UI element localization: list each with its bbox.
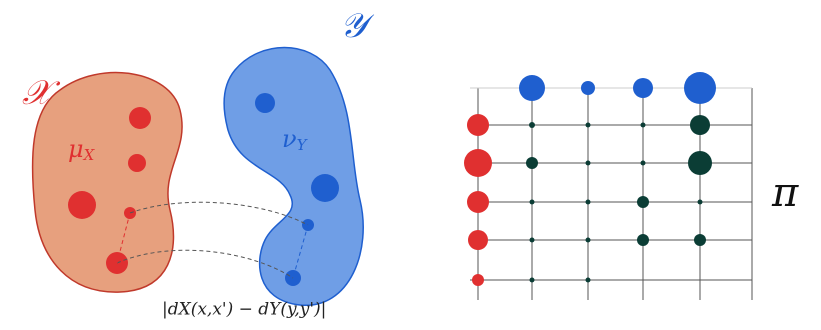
diagram: 𝒳 μX 𝒴 νY |dX(x,x') − dY(y,y')| π [0, 0, 821, 330]
coupling-symbol: π [771, 170, 799, 216]
measure-sub: X [83, 146, 96, 164]
coupling-grid [470, 88, 752, 300]
distortion-label: |dX(x,x') − dY(y,y')| [162, 300, 326, 320]
coupling-entries [526, 115, 712, 283]
measure: μ [68, 135, 84, 163]
space-y-blob [224, 48, 363, 306]
space-y-symbol: 𝒴 [340, 6, 375, 46]
measure: ν [282, 125, 297, 153]
